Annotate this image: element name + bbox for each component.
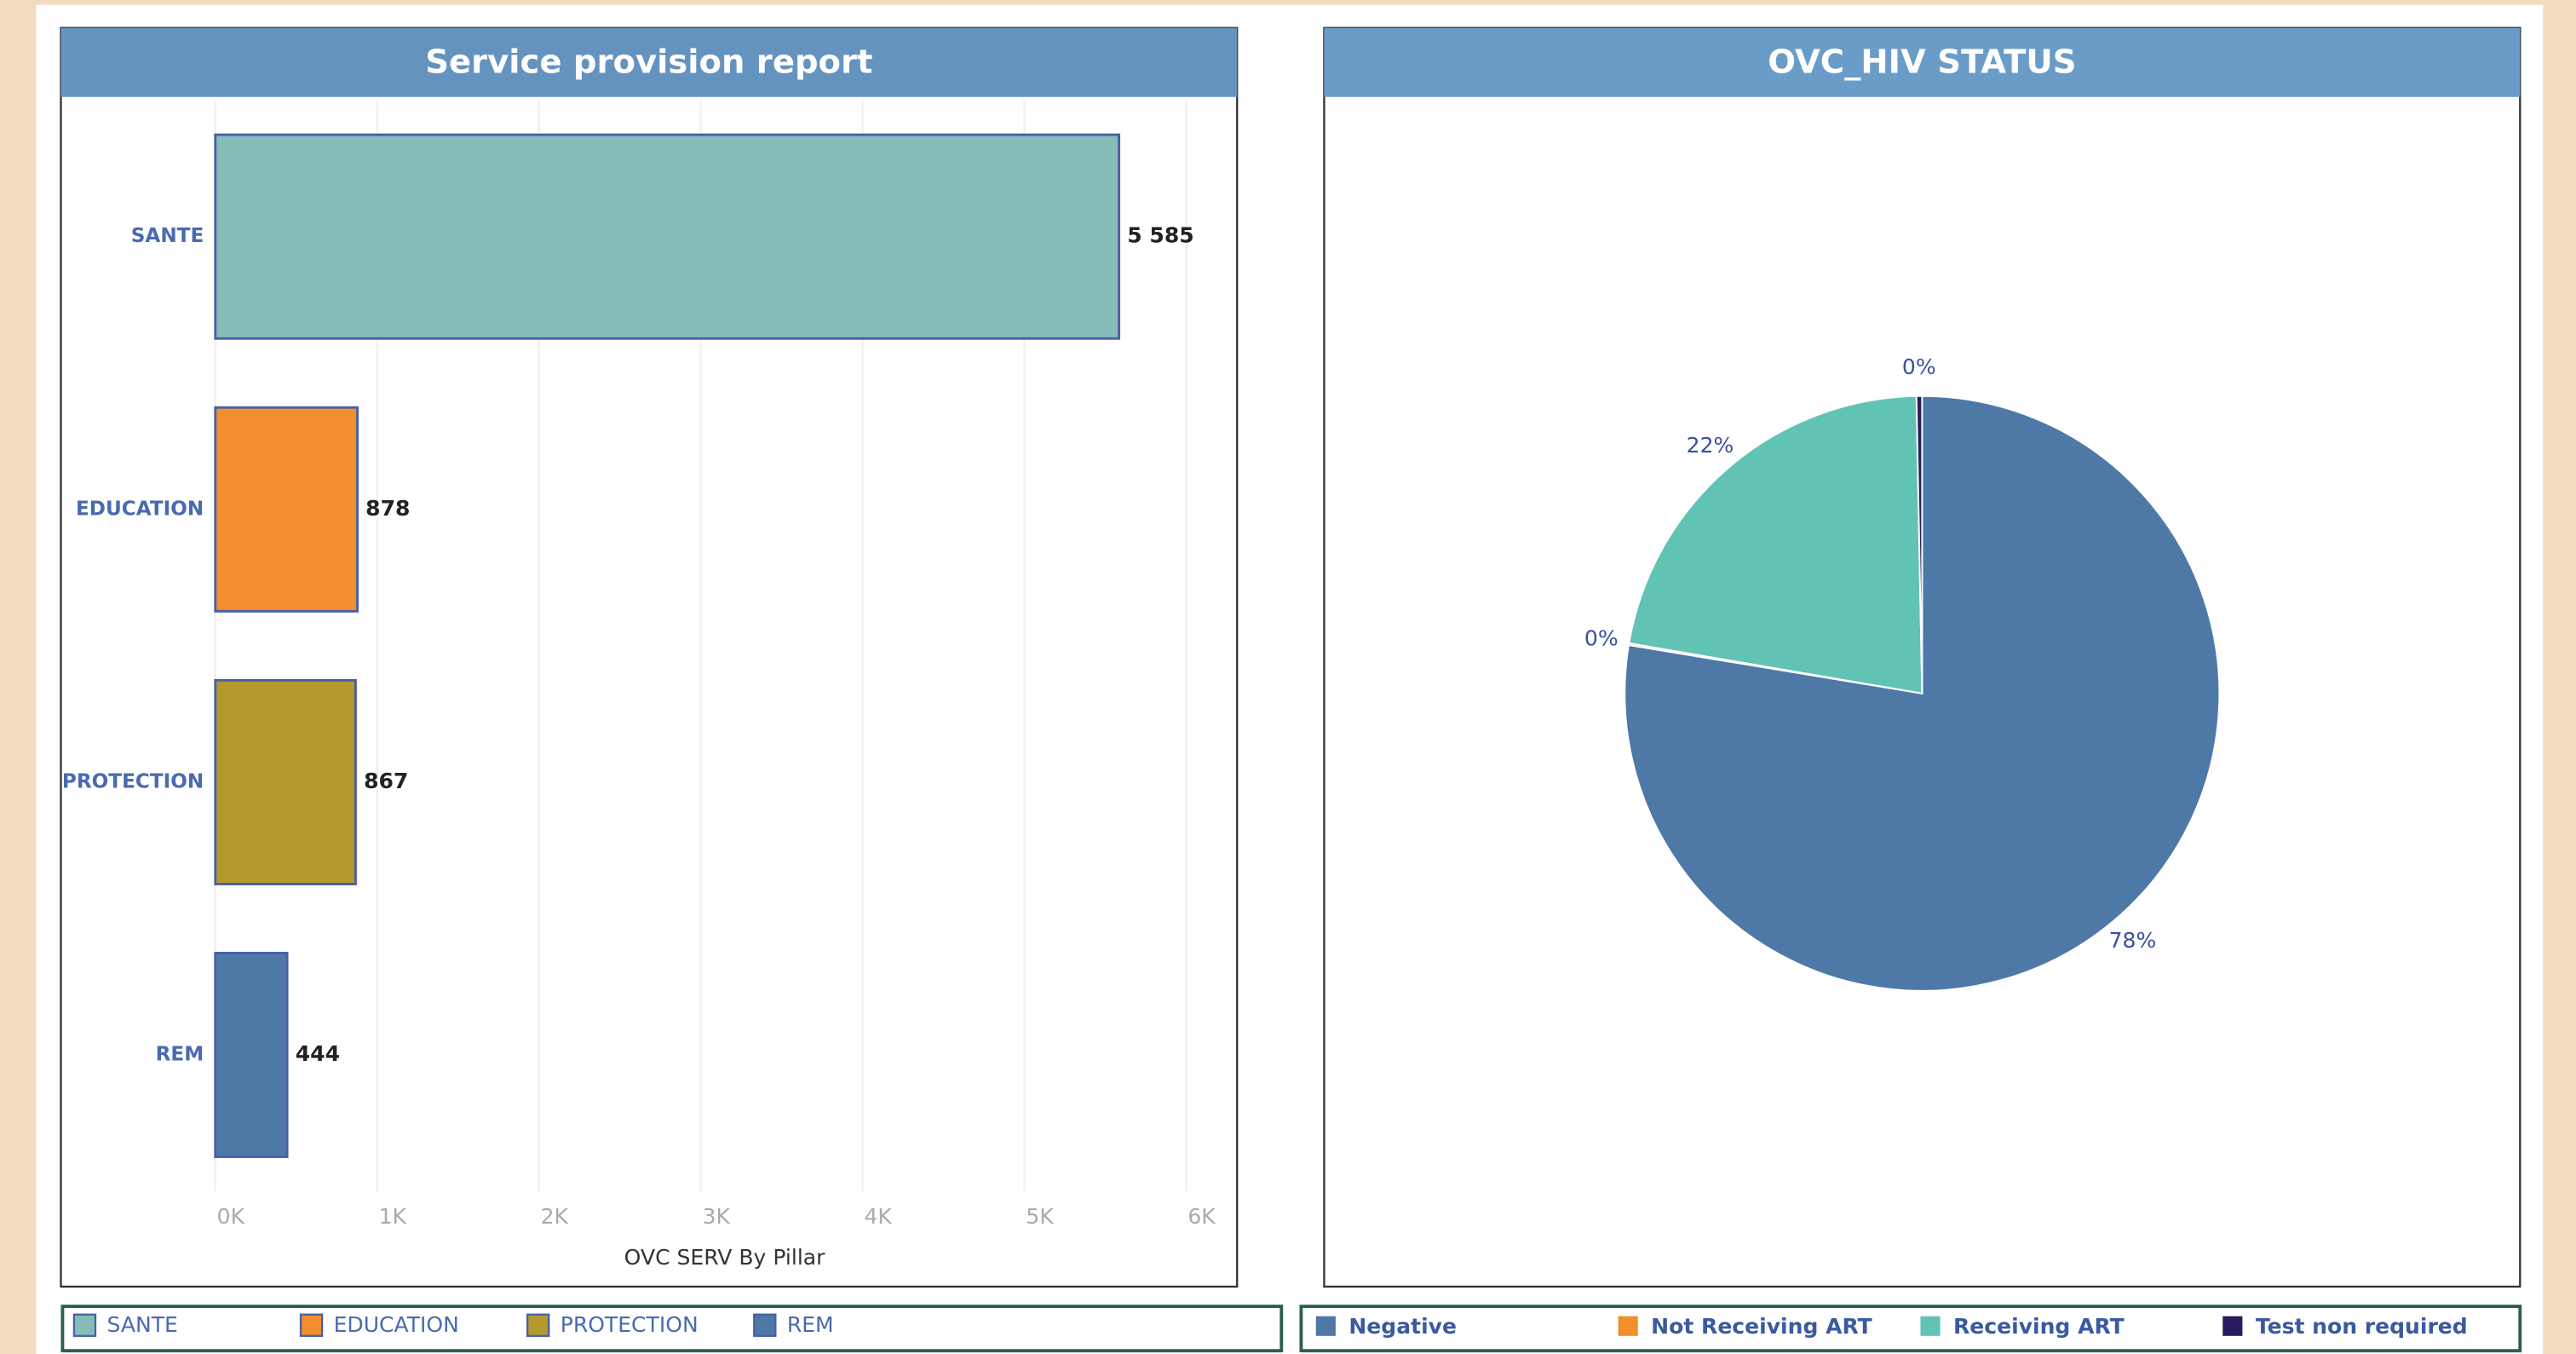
pie-header <box>1324 27 2521 97</box>
legend-label: EDUCATION <box>334 1312 459 1337</box>
legend-swatch <box>526 1313 550 1337</box>
value-label: 878 <box>365 496 410 521</box>
bar <box>214 406 359 613</box>
category-label: EDUCATION <box>76 498 204 520</box>
pie-slice <box>1624 395 2221 992</box>
legend-label: REM <box>787 1312 834 1337</box>
bar-legend <box>60 1305 1284 1353</box>
legend-swatch <box>753 1313 777 1337</box>
legend-swatch <box>1920 1316 1941 1336</box>
legend-label: Test non required <box>2256 1314 2468 1339</box>
bar <box>214 678 357 885</box>
x-tick-label: 4K <box>864 1204 892 1229</box>
slice-label: 0% <box>1584 626 1619 651</box>
x-tick-label: 5K <box>1026 1204 1054 1229</box>
x-tick-label: 1K <box>379 1204 407 1229</box>
slice-label: 0% <box>1902 354 1936 379</box>
x-tick-label: 3K <box>703 1204 731 1229</box>
legend-label: Negative <box>1348 1314 1457 1339</box>
legend-swatch <box>1618 1316 1638 1336</box>
pie-slice <box>1628 395 1923 694</box>
x-tick-label: 2K <box>541 1204 569 1229</box>
category-label: SANTE <box>131 225 204 247</box>
bar <box>214 952 289 1159</box>
x-tick-label: 6K <box>1187 1204 1216 1229</box>
slice-label: 22% <box>1687 433 1734 458</box>
bar-title: Service provision report <box>425 43 872 82</box>
legend-label: SANTE <box>106 1312 177 1337</box>
bar <box>214 133 1121 340</box>
bar-header <box>60 27 1238 97</box>
legend-swatch <box>1315 1316 1336 1336</box>
legend-label: Not Receiving ART <box>1651 1314 1872 1339</box>
legend-swatch <box>72 1313 97 1337</box>
category-label: PROTECTION <box>62 770 204 792</box>
value-label: 867 <box>364 769 408 793</box>
x-tick-label: 0K <box>217 1204 245 1229</box>
legend-label: PROTECTION <box>561 1312 699 1337</box>
pie-title: OVC_HIV STATUS <box>1768 43 2076 82</box>
x-axis-title: OVC SERV By Pillar <box>624 1245 825 1270</box>
legend-swatch <box>2222 1316 2243 1336</box>
value-label: 444 <box>296 1041 340 1066</box>
legend-label: Receiving ART <box>1953 1314 2125 1339</box>
pie-legend <box>1299 1305 2522 1353</box>
category-label: REM <box>156 1044 204 1066</box>
slice-label: 78% <box>2109 928 2157 953</box>
legend-swatch <box>299 1313 324 1337</box>
value-label: 5 585 <box>1127 223 1193 248</box>
pie-slice <box>1915 395 1923 694</box>
